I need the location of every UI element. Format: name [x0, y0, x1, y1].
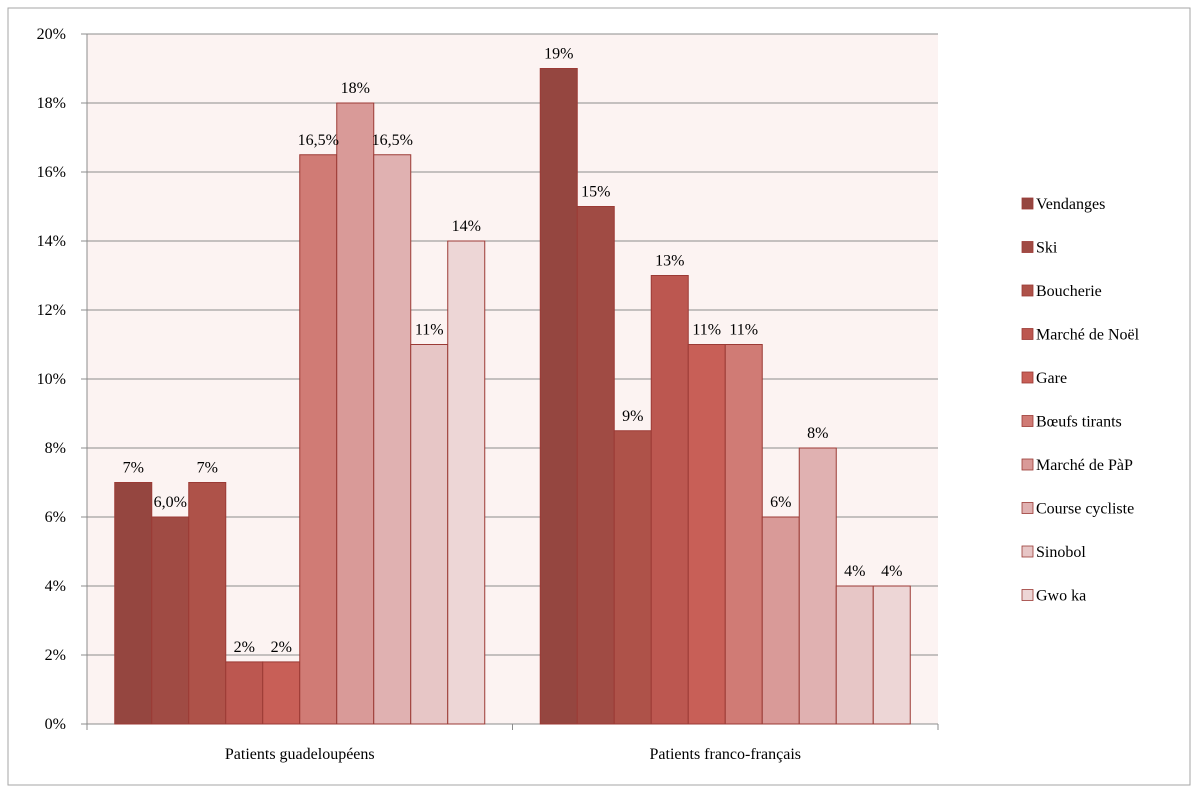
y-tick-label: 8%: [45, 440, 66, 457]
data-label: 8%: [807, 425, 828, 442]
bar: [613, 430, 652, 725]
y-axis: 0% 2% 4% 6% 8% 10% 12% 14% 16% 18% 20%: [37, 26, 938, 733]
bar: [373, 154, 412, 725]
data-label: 11%: [415, 322, 444, 339]
y-tick-label: 10%: [37, 371, 66, 388]
bar: [410, 344, 449, 725]
y-tick-label: 12%: [37, 302, 66, 319]
data-label: 18%: [341, 80, 370, 97]
legend-label: Gare: [1036, 370, 1067, 387]
bar: [576, 206, 615, 725]
legend-label: Bœufs tirants: [1036, 414, 1122, 431]
legend-label: Marché de Noël: [1036, 327, 1140, 344]
legend-swatch: [1021, 589, 1034, 601]
legend-swatch: [1021, 458, 1034, 471]
x-axis: Patients guadeloupéens Patients franco-fr…: [86, 724, 939, 763]
y-tick-label: 0%: [45, 716, 66, 733]
bar: [262, 661, 301, 725]
data-label: 6,0%: [154, 494, 187, 511]
data-label: 4%: [881, 563, 902, 580]
legend-swatch: [1021, 241, 1034, 253]
y-tick-label: 6%: [45, 509, 66, 526]
data-labels: 7% 6,0% 7% 2% 2% 16,5% 18% 16,5% 11% 14% 19% 15% 9% 1…: [123, 46, 903, 656]
bar: [872, 585, 911, 725]
data-label: 11%: [729, 322, 758, 339]
legend-label: Ski: [1036, 240, 1058, 257]
legend-swatch: [1021, 545, 1034, 558]
legend-label: Boucherie: [1036, 283, 1102, 300]
y-tick-label: 20%: [37, 26, 66, 43]
y-tick-label: 2%: [45, 647, 66, 664]
data-label: 7%: [197, 460, 218, 477]
data-label: 2%: [234, 639, 255, 656]
data-label: 16,5%: [298, 132, 339, 149]
legend-label: Marché de PàP: [1036, 457, 1133, 474]
data-label: 11%: [692, 322, 721, 339]
legend: Vendanges Ski Boucherie Marché de Noël Gare B…: [1021, 196, 1140, 605]
data-label: 14%: [452, 218, 481, 235]
data-label: 4%: [844, 563, 865, 580]
bars: [114, 68, 911, 725]
category-label: Patients guadeloupéens: [225, 746, 375, 763]
bar: [151, 516, 190, 725]
data-label: 19%: [544, 46, 573, 63]
legend-swatch: [1021, 371, 1034, 384]
legend-label: Vendanges: [1036, 196, 1105, 213]
y-tick-label: 18%: [37, 95, 66, 112]
bar: [724, 344, 763, 725]
bar: [188, 482, 227, 725]
bar: [650, 275, 689, 725]
data-label: 13%: [655, 253, 684, 270]
legend-swatch: [1021, 328, 1034, 340]
bar: [687, 344, 726, 725]
bar: [114, 482, 153, 725]
legend-swatch: [1021, 502, 1034, 514]
bar: [225, 661, 264, 725]
legend-label: Course cycliste: [1036, 501, 1134, 518]
category-label: Patients franco-français: [650, 746, 801, 763]
bar: [761, 516, 800, 725]
y-tick-label: 4%: [45, 578, 66, 595]
legend-swatch: [1021, 197, 1034, 210]
data-label: 15%: [581, 184, 610, 201]
bar: [539, 68, 578, 725]
bar: [299, 154, 338, 725]
legend-swatch: [1021, 284, 1034, 297]
y-tick-label: 16%: [37, 164, 66, 181]
data-label: 2%: [271, 639, 292, 656]
bar: [447, 240, 486, 725]
data-label: 6%: [770, 494, 791, 511]
bar: [798, 447, 837, 725]
bar: [835, 585, 874, 725]
data-label: 7%: [123, 460, 144, 477]
legend-label: Gwo ka: [1036, 588, 1086, 605]
y-tick-label: 14%: [37, 233, 66, 250]
data-label: 9%: [622, 408, 643, 425]
legend-swatch: [1021, 415, 1034, 427]
data-label: 16,5%: [372, 132, 413, 149]
bar: [336, 102, 375, 725]
legend-label: Sinobol: [1036, 544, 1086, 561]
